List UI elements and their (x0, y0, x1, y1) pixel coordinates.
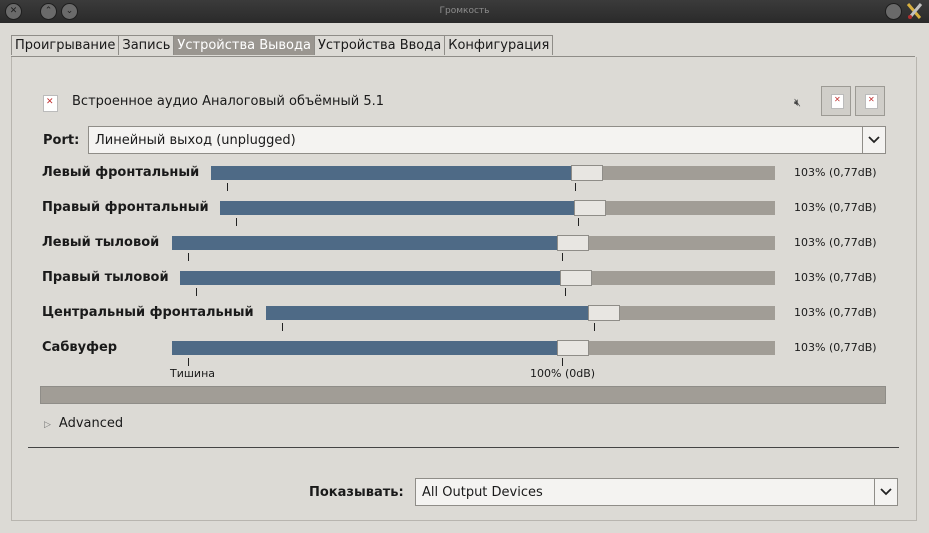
slider-handle[interactable] (560, 270, 592, 286)
channel-label: Правый фронтальный (42, 200, 209, 215)
normal-tick (594, 323, 595, 331)
tab-divider (11, 56, 915, 57)
close-window-icon[interactable]: ✕ (5, 3, 22, 20)
window-menu-icon[interactable] (885, 3, 902, 20)
missing-image-icon (865, 94, 878, 109)
device-missing-icon (43, 95, 58, 112)
channel-label: Центральный фронтальный (42, 305, 254, 320)
channel-slider[interactable] (220, 200, 775, 216)
normal-tick (562, 358, 563, 366)
port-select[interactable]: Линейный выход (unplugged) (88, 126, 886, 154)
slider-fill (172, 341, 557, 355)
normal-tick (562, 253, 563, 261)
silence-tick (196, 288, 197, 296)
title-bar: ✕ ⌃ ⌄ Громкость (0, 0, 929, 23)
normal-tick (565, 288, 566, 296)
chevron-down-icon (874, 479, 897, 505)
silence-tick (227, 183, 228, 191)
minimize-window-icon[interactable]: ⌃ (40, 3, 57, 20)
tab-recording[interactable]: Запись (118, 35, 175, 55)
channel-value: 103% (0,77dB) (794, 166, 877, 179)
channel-slider[interactable] (172, 340, 775, 356)
slider-fill (180, 271, 560, 285)
slider-fill (220, 201, 574, 215)
channel-slider[interactable] (180, 270, 775, 286)
slider-fill (172, 236, 557, 250)
channel-value: 103% (0,77dB) (794, 341, 877, 354)
maximize-window-icon[interactable]: ⌄ (61, 3, 78, 20)
show-filter-select[interactable]: All Output Devices (415, 478, 898, 506)
mute-speaker-icon: 🔇︎ (794, 96, 801, 109)
mute-toggle-button[interactable] (821, 86, 851, 116)
window-title: Громкость (439, 6, 490, 16)
channel-slider[interactable] (211, 165, 775, 181)
expander-arrow-icon: ▷ (44, 420, 51, 430)
normal-tick (578, 218, 579, 226)
lock-channels-button[interactable] (855, 86, 885, 116)
port-label: Port: (43, 133, 80, 148)
slider-handle[interactable] (588, 305, 620, 321)
peak-level-meter (40, 386, 886, 404)
silence-mark-label: Тишина (170, 367, 216, 380)
silence-tick (236, 218, 237, 226)
tab-input-devices[interactable]: Устройства Ввода (313, 35, 446, 55)
tab-output-devices[interactable]: Устройства Вывода (173, 35, 315, 55)
show-filter-label: Показывать: (309, 485, 404, 500)
slider-handle[interactable] (574, 200, 606, 216)
slider-fill (266, 306, 588, 320)
slider-handle[interactable] (557, 340, 589, 356)
show-filter-value: All Output Devices (422, 485, 543, 500)
channel-value: 103% (0,77dB) (794, 236, 877, 249)
channel-label: Левый тыловой (42, 235, 160, 250)
advanced-label: Advanced (58, 416, 124, 431)
advanced-expander[interactable]: ▷ Advanced (44, 416, 123, 431)
channel-label: Левый фронтальный (42, 165, 200, 180)
app-icon (905, 2, 925, 20)
silence-tick (188, 253, 189, 261)
channel-label: Сабвуфер (42, 340, 118, 355)
normal-tick (575, 183, 576, 191)
device-name: Встроенное аудио Аналоговый объёмный 5.1 (72, 94, 384, 109)
missing-image-icon (831, 94, 844, 109)
channel-label: Правый тыловой (42, 270, 169, 285)
channel-value: 103% (0,77dB) (794, 271, 877, 284)
tab-configuration[interactable]: Конфигурация (444, 35, 554, 55)
chevron-down-icon (862, 127, 885, 153)
channel-slider[interactable] (172, 235, 775, 251)
channel-value: 103% (0,77dB) (794, 306, 877, 319)
slider-handle[interactable] (557, 235, 589, 251)
tab-bar: Проигрывание Запись Устройства Вывода Ус… (11, 35, 554, 56)
silence-tick (282, 323, 283, 331)
port-value: Линейный выход (unplugged) (95, 133, 296, 148)
channel-slider[interactable] (266, 305, 775, 321)
output-devices-panel (11, 57, 917, 521)
tab-playback[interactable]: Проигрывание (11, 35, 120, 55)
slider-fill (211, 166, 571, 180)
separator (28, 447, 899, 448)
silence-tick (188, 358, 189, 366)
channel-value: 103% (0,77dB) (794, 201, 877, 214)
slider-handle[interactable] (571, 165, 603, 181)
normal-mark-label: 100% (0dB) (530, 367, 596, 380)
